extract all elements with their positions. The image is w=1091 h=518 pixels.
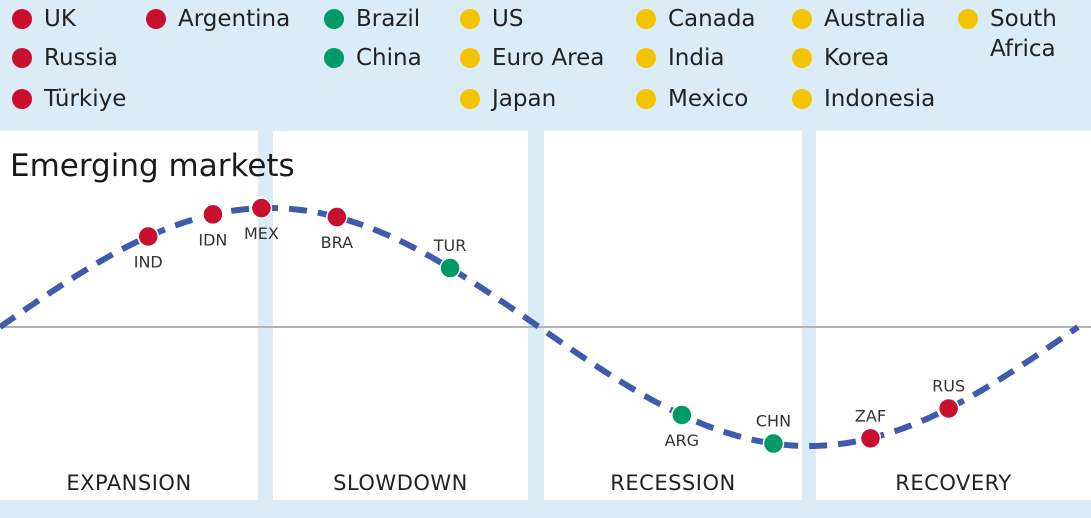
legend-dot [792, 48, 812, 68]
business-cycle-chart: Emerging markets IND IDN MEX BRA TUR ARG CHN ZA… [0, 131, 1091, 500]
legend-item: Türkiye [12, 84, 126, 114]
legend: UK Russia Türkiye Argentina Brazil China US Eur… [0, 0, 1091, 128]
country-point: RUS [932, 376, 965, 420]
legend-dot [958, 9, 978, 29]
legend-label: UK [44, 6, 76, 32]
legend-item: Euro Area [460, 43, 604, 73]
legend-label: Argentina [178, 6, 291, 32]
phase-label: RECOVERY [895, 471, 1011, 495]
country-point: ZAF [855, 406, 886, 450]
legend-label: Indonesia [824, 86, 936, 112]
point-label: ZAF [855, 406, 886, 425]
country-point: BRA [321, 206, 353, 252]
point-marker [250, 197, 273, 219]
phase-label: SLOWDOWN [333, 471, 468, 495]
legend-dot [792, 9, 812, 29]
point-label: MEX [244, 224, 279, 243]
legend-item: Japan [460, 84, 556, 114]
country-point: IDN [198, 203, 227, 249]
point-label: CHN [756, 412, 791, 431]
legend-label: Euro Area [492, 45, 605, 71]
point-label: ARG [665, 431, 699, 450]
point-marker [671, 404, 693, 426]
point-label: BRA [321, 233, 353, 252]
legend-label: Russia [44, 45, 118, 71]
legend-label: US [492, 6, 524, 32]
legend-dot [792, 89, 812, 109]
legend-label: Brazil [356, 6, 421, 32]
legend-item: Indonesia [792, 84, 935, 114]
legend-item: Australia [792, 4, 926, 34]
legend-label: South Africa [990, 6, 1057, 62]
legend-item: Korea [792, 43, 889, 73]
country-point: MEX [244, 197, 279, 243]
phase-panel [273, 131, 528, 500]
phase-panel [816, 131, 1091, 500]
legend-label: Japan [492, 86, 557, 112]
cycle-curve [0, 204, 1080, 450]
legend-item: Mexico [636, 84, 748, 114]
legend-item: Russia [12, 43, 118, 73]
legend-item: Brazil [324, 4, 420, 34]
phase-label: RECESSION [610, 471, 735, 495]
chart-title: Emerging markets [10, 148, 295, 184]
legend-item: Argentina [146, 4, 290, 34]
country-points: IND IDN MEX BRA TUR ARG CHN ZAF RUS [134, 197, 965, 455]
legend-dot [12, 9, 32, 29]
phase-panel [0, 131, 258, 500]
legend-item: South Africa [958, 4, 1057, 64]
legend-dot [636, 9, 656, 29]
legend-dot [12, 48, 32, 68]
phase-panels [0, 131, 1091, 500]
legend-label: Canada [668, 6, 756, 32]
legend-dot [636, 89, 656, 109]
legend-dot [460, 48, 480, 68]
point-label: TUR [433, 236, 467, 255]
legend-label: Korea [824, 45, 890, 71]
legend-label: China [356, 45, 422, 71]
point-label: RUS [932, 376, 965, 395]
point-label: IDN [198, 230, 227, 249]
legend-item: India [636, 43, 724, 73]
point-marker [937, 397, 960, 420]
country-point: IND [134, 225, 163, 272]
legend-label: Australia [824, 6, 926, 32]
legend-dot [12, 89, 32, 109]
legend-item: UK [12, 4, 76, 34]
country-point: ARG [665, 404, 699, 450]
country-point: CHN [756, 412, 791, 455]
legend-label: Mexico [668, 86, 749, 112]
legend-dot [636, 48, 656, 68]
legend-dot [324, 9, 344, 29]
legend-label: Türkiye [44, 86, 127, 112]
point-marker [859, 427, 882, 450]
legend-item: Canada [636, 4, 756, 34]
point-marker [202, 203, 224, 226]
legend-item: China [324, 43, 422, 73]
point-label: IND [134, 253, 163, 272]
legend-dot [460, 89, 480, 109]
point-marker [439, 257, 461, 279]
phase-label: EXPANSION [66, 471, 191, 495]
legend-dot [460, 9, 480, 29]
legend-dot [146, 9, 166, 29]
country-point: TUR [433, 236, 467, 279]
point-marker [762, 432, 785, 455]
legend-dot [324, 48, 344, 68]
point-marker [137, 225, 159, 248]
phase-labels: EXPANSION SLOWDOWN RECESSION RECOVERY [66, 471, 1011, 495]
point-marker [326, 206, 348, 228]
legend-item: US [460, 4, 523, 34]
legend-label: India [668, 45, 725, 71]
